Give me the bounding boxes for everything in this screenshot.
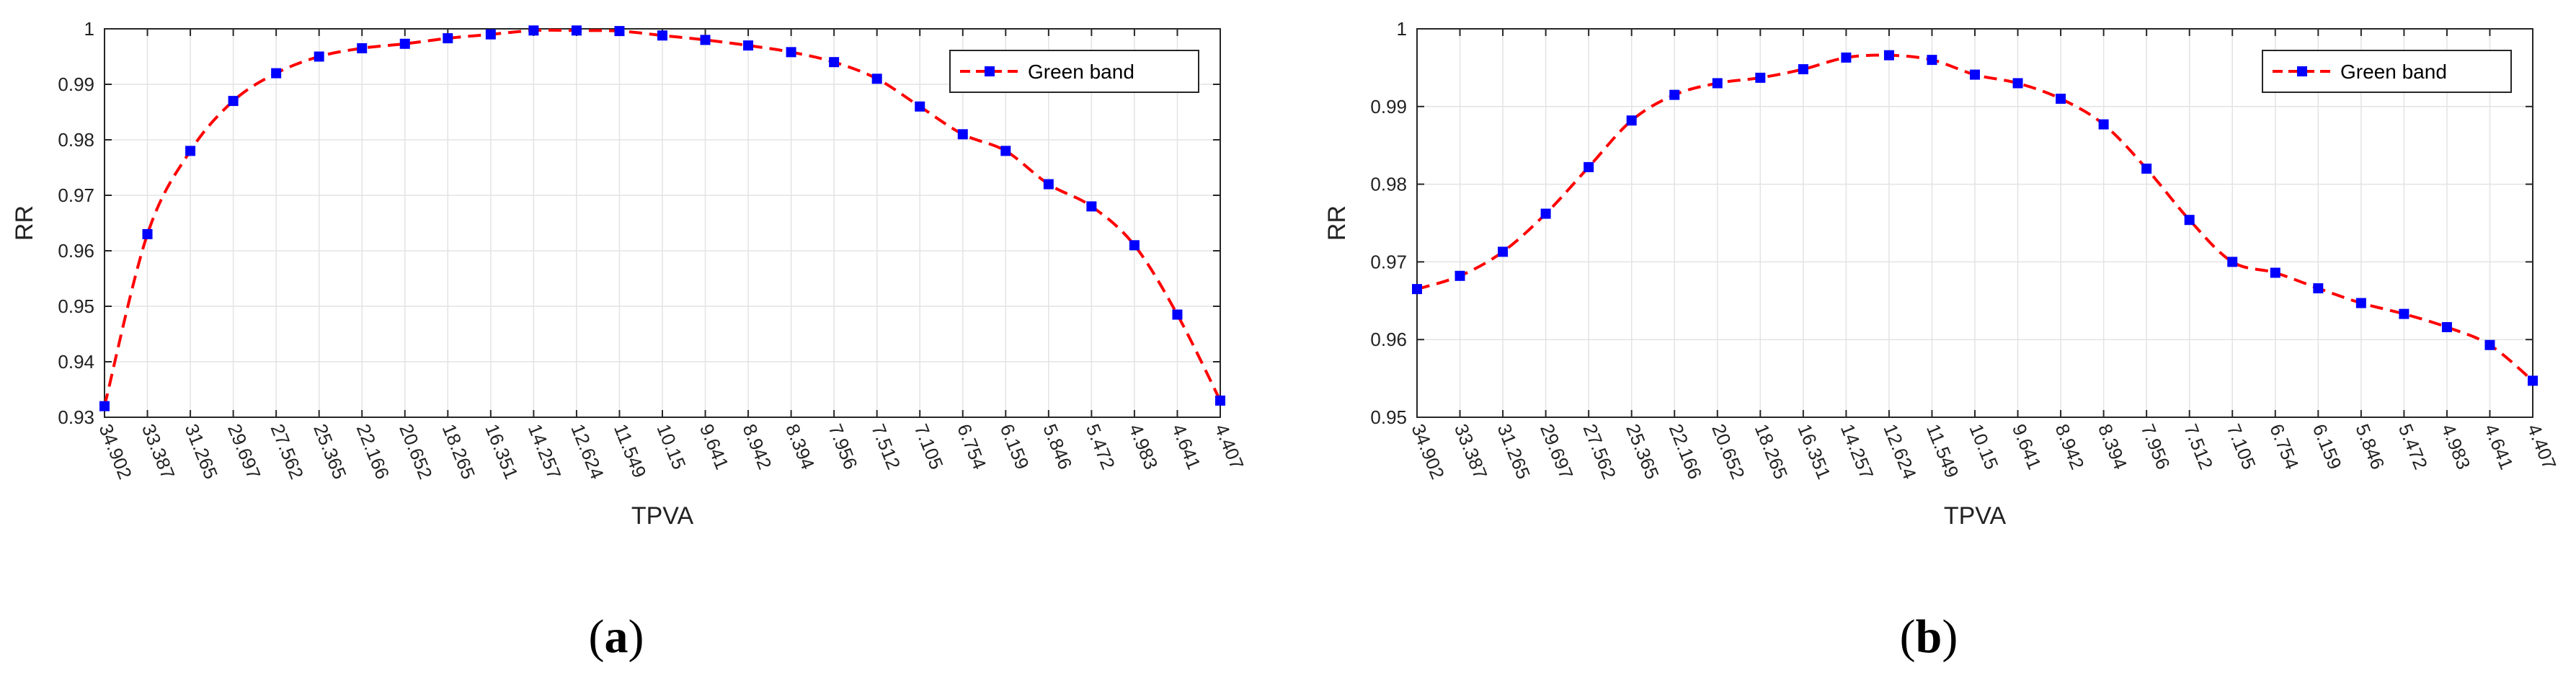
data-point [1498, 246, 1509, 257]
y-tick-label: 0.99 [58, 74, 94, 95]
panel-label-letter: b [1916, 610, 1942, 663]
panel-label-close-paren: ) [1942, 610, 1958, 663]
legend-marker-swatch [985, 66, 995, 76]
data-point [399, 38, 410, 49]
data-point [657, 30, 667, 41]
y-tick-label: 0.94 [58, 351, 94, 373]
data-point [1412, 284, 1422, 295]
x-axis-title: TPVA [1944, 502, 2007, 530]
panel-label-close-paren: ) [629, 610, 644, 663]
panel-label-letter: a [605, 610, 629, 663]
data-point [1927, 55, 1937, 66]
y-tick-label: 0.93 [58, 406, 94, 428]
y-axis-title: RR [1323, 205, 1351, 241]
data-point [1086, 201, 1097, 212]
data-point [871, 74, 882, 84]
data-point [1215, 395, 1225, 406]
data-point [1883, 50, 1894, 61]
data-point [1454, 270, 1465, 281]
data-point [1000, 146, 1011, 156]
data-point [2227, 257, 2238, 267]
data-point [1129, 240, 1140, 251]
data-point [1798, 64, 1808, 75]
data-point [2441, 321, 2452, 332]
y-tick-label: 0.96 [1370, 329, 1407, 350]
legend-label: Green band [1028, 61, 1134, 83]
data-point [142, 228, 153, 239]
y-tick-label: 0.96 [58, 240, 94, 262]
y-tick-label: 1 [84, 18, 94, 40]
legend-label: Green band [2340, 61, 2447, 83]
data-point [2270, 267, 2280, 278]
y-tick-label: 0.97 [1370, 251, 1407, 272]
data-point [1755, 72, 1766, 83]
data-point [485, 29, 496, 40]
data-point [2098, 119, 2109, 130]
series-line-green-band [1416, 53, 2534, 382]
panel-label: (a) [589, 610, 644, 663]
panel-label-open-paren: ( [1900, 610, 1916, 663]
data-point [2484, 339, 2495, 350]
y-tick-label: 0.98 [1370, 174, 1407, 195]
data-point [2184, 215, 2195, 226]
data-point [829, 57, 840, 68]
y-tick-label: 1 [1397, 18, 1407, 40]
data-point [2313, 283, 2324, 294]
data-point [185, 146, 196, 156]
data-point [700, 35, 711, 45]
data-point [228, 96, 239, 107]
data-point [2528, 375, 2538, 386]
data-point [743, 40, 754, 51]
y-tick-label: 0.95 [1370, 406, 1407, 428]
data-point [1584, 161, 1594, 172]
panel-label-open-paren: ( [589, 610, 605, 663]
data-point [1043, 179, 1054, 190]
data-point [614, 26, 625, 37]
data-point [2012, 78, 2023, 89]
data-point [271, 68, 282, 79]
data-point [786, 47, 796, 58]
y-tick-label: 0.95 [58, 295, 94, 317]
data-point [357, 43, 368, 53]
data-point [1712, 78, 1723, 89]
data-point [2399, 308, 2410, 319]
data-point [1172, 309, 1183, 320]
data-point [1841, 52, 1852, 63]
data-point [1626, 115, 1637, 126]
data-point [443, 33, 453, 44]
data-point [915, 101, 925, 112]
y-tick-label: 0.98 [58, 129, 94, 151]
y-axis-title: RR [11, 205, 38, 241]
data-point [1669, 89, 1680, 100]
x-axis-title: TPVA [631, 502, 694, 530]
data-point [571, 25, 582, 36]
data-point [2355, 298, 2366, 308]
data-point [957, 129, 968, 140]
data-point [314, 51, 324, 62]
data-point [1970, 69, 1980, 80]
legend-marker-swatch [2297, 66, 2307, 76]
data-point [1540, 208, 1551, 219]
y-tick-label: 0.97 [58, 184, 94, 206]
data-point [528, 25, 539, 36]
panel-label: (b) [1900, 610, 1958, 663]
data-point [2141, 164, 2152, 174]
data-point [2056, 94, 2066, 104]
data-point [99, 401, 110, 411]
y-tick-label: 0.99 [1370, 96, 1407, 117]
